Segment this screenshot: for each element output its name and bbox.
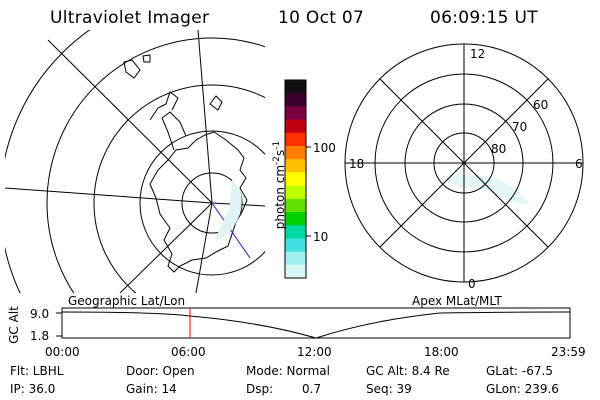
info-ip: IP: 36.0 — [10, 382, 56, 396]
timeline-tick-2359: 23:59 — [551, 345, 586, 359]
timeline-axis-label: GC Alt — [7, 306, 21, 344]
aurora-emission-polar — [441, 175, 530, 205]
date-label: 10 Oct 07 — [278, 8, 365, 28]
geographic-map — [5, 30, 265, 293]
color-bar-segment — [285, 225, 306, 239]
timeline-left-title: Geographic Lat/Lon — [68, 294, 186, 308]
timeline-tick-0000: 00:00 — [45, 345, 80, 359]
polar-lat-60: 60 — [533, 98, 549, 112]
coastline-island-small — [142, 54, 151, 63]
info-gain: Gain: 14 — [126, 382, 177, 396]
color-bar-unit: photon cm-2s-1 — [270, 85, 287, 285]
info-dsp-label: Dsp: — [246, 382, 274, 396]
coastline-antarctica — [149, 131, 248, 273]
geo-meridian-sw — [119, 202, 213, 293]
coastline-peninsula — [161, 111, 187, 151]
color-bar-segment — [285, 251, 306, 266]
geo-meridian-west — [5, 187, 213, 204]
polar-lat-80: 80 — [491, 142, 507, 156]
color-bar-segment — [285, 238, 306, 253]
color-bar-segment — [285, 185, 306, 200]
color-bar-label-100: 100 — [313, 141, 336, 155]
geo-lat-circle-80 — [181, 172, 243, 234]
polar-plot — [344, 43, 584, 283]
color-bar-segment — [285, 198, 306, 213]
color-bar-segment — [285, 80, 306, 94]
info-glon: GLon: 239.6 — [486, 382, 559, 396]
info-seq: Seq: 39 — [366, 382, 412, 396]
color-bar-segment — [285, 93, 306, 107]
timeline-right-title: Apex MLat/MLT — [412, 294, 502, 308]
color-bar-segment — [285, 159, 306, 173]
geo-lat-circle-60 — [93, 84, 265, 293]
coastline-south-georgia — [123, 59, 141, 79]
aurora-emission-geo — [214, 180, 242, 240]
color-bar-label-10: 10 — [313, 230, 329, 244]
timeline-y-min: 1.8 — [30, 329, 50, 343]
info-gc-alt: GC Alt: 8.4 Re — [366, 364, 450, 378]
timeline-y-max: 9.0 — [30, 307, 50, 321]
info-mode: Mode: Normal — [246, 364, 330, 378]
coastline-island-east — [209, 95, 223, 111]
info-door: Door: Open — [126, 364, 195, 378]
color-bar-unit-exp2: -1 — [272, 140, 282, 150]
timeline-plot — [56, 307, 571, 339]
timeline-tick-1800: 18:00 — [424, 345, 459, 359]
color-bar-segment — [285, 132, 306, 147]
color-bar-frame — [284, 79, 307, 279]
color-bar — [284, 79, 311, 279]
color-bar-segment — [285, 146, 306, 160]
geo-meridian-nw — [47, 39, 213, 204]
app-title: Ultraviolet Imager — [50, 8, 210, 28]
color-bar-segment — [285, 119, 306, 134]
color-bar-unit-prefix: photon cm — [273, 164, 287, 230]
polar-label-12: 12 — [470, 47, 486, 61]
color-bar-unit-mid: s — [273, 149, 287, 156]
geo-meridian-north — [197, 30, 213, 204]
info-flt: Flt: LBHL — [10, 364, 64, 378]
color-bar-segment — [285, 264, 306, 279]
time-label: 06:09:15 UT — [430, 8, 538, 28]
polar-lat-70: 70 — [512, 120, 528, 134]
geo-meridian-south — [195, 202, 213, 293]
polar-label-0: 0 — [468, 277, 476, 291]
timeline-tick-0600: 06:00 — [171, 345, 206, 359]
color-bar-segment — [285, 172, 306, 187]
polar-label-18: 18 — [349, 157, 365, 171]
orbit-track — [211, 202, 251, 259]
timeline-tick-1200: 12:00 — [297, 345, 332, 359]
geo-lat-circle-70 — [139, 130, 265, 276]
color-bar-segment — [285, 106, 306, 121]
info-glat: GLat: -67.5 — [486, 364, 553, 378]
polar-line-diag-2 — [379, 78, 549, 248]
polar-label-6: 6 — [575, 157, 583, 171]
info-dsp-value: 0.7 — [302, 382, 322, 396]
coastline-islands — [149, 91, 179, 121]
altitude-curve — [61, 311, 571, 339]
geo-lat-circle-50 — [46, 37, 265, 293]
color-bar-segment — [285, 212, 306, 226]
color-bar-unit-exp1: -2 — [272, 155, 282, 165]
